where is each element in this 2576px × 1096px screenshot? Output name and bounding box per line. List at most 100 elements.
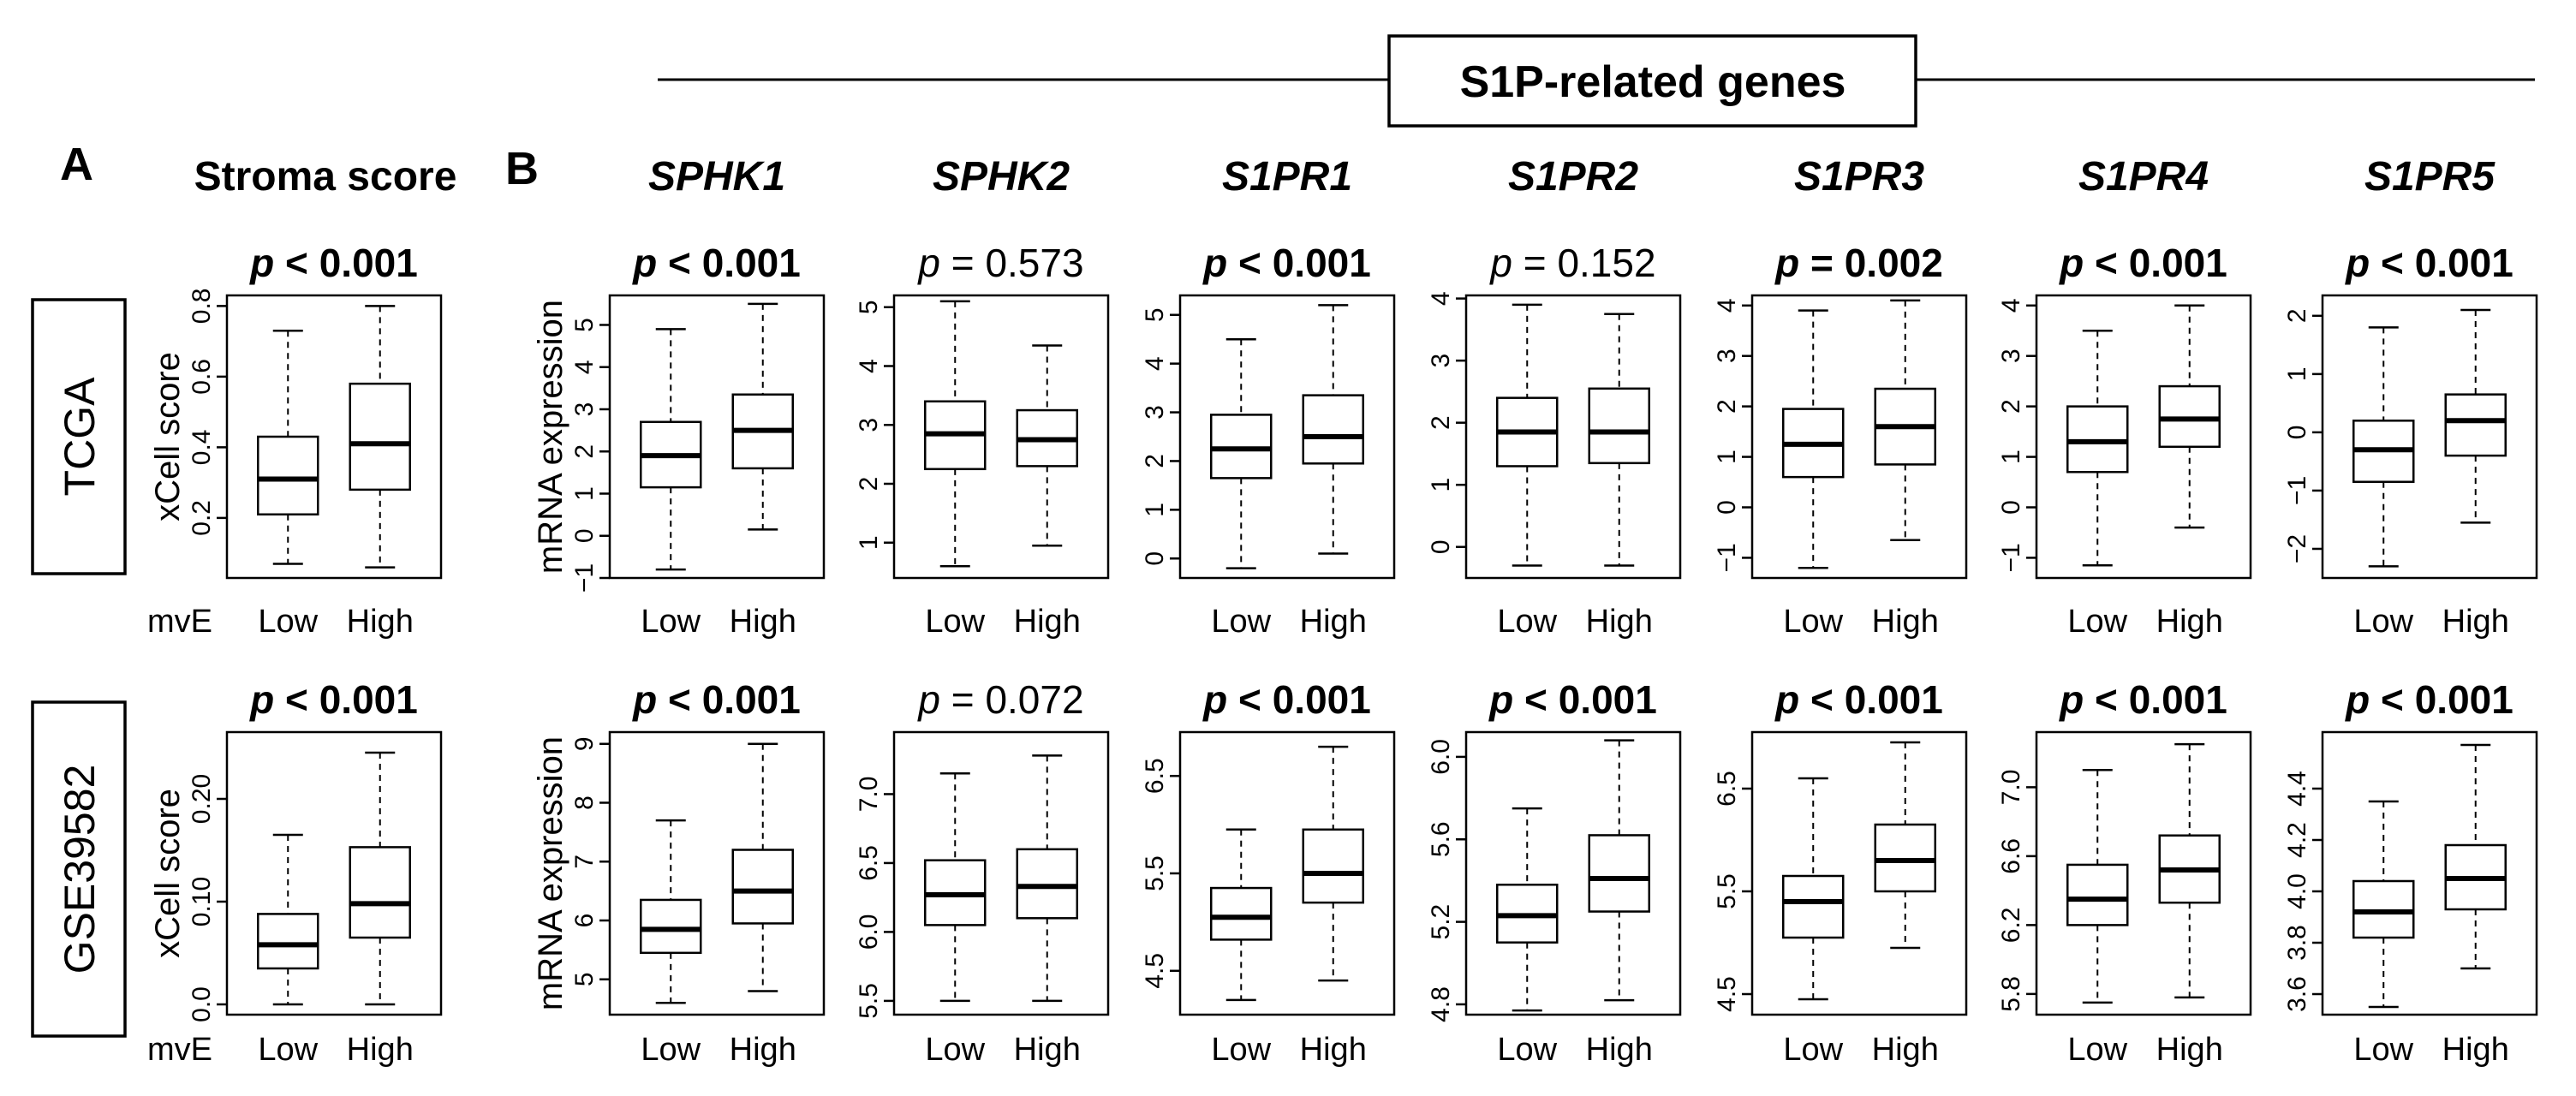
y-tick-label: 6.6	[1997, 838, 2025, 874]
y-tick-label: 0.8	[188, 289, 216, 325]
y-tick-label: 4	[570, 360, 599, 374]
box-high	[349, 751, 411, 1006]
y-tick-label: −1	[2283, 476, 2311, 505]
box-high	[2158, 304, 2221, 529]
y-tick-label: 1	[570, 486, 599, 501]
category-label: High	[1014, 1032, 1081, 1068]
category-label: Low	[258, 604, 318, 640]
plot-frame	[1464, 294, 1682, 580]
boxplot-panel: p = 0.072 5.5 6.0 6.5 7.0 Low High	[855, 677, 1110, 1068]
box-low	[640, 328, 702, 571]
box-high	[349, 305, 411, 569]
box-high	[1302, 745, 1364, 982]
p-value-label: p < 0.001	[631, 677, 801, 722]
gene-title: SPHK1	[648, 154, 785, 200]
boxplot-panel: p < 0.001 3.6 3.8 4.0 4.2 4.4 Low High	[2283, 677, 2538, 1068]
iqr-box	[349, 846, 411, 939]
y-tick-label: 3	[1997, 348, 2025, 363]
category-label: Low	[641, 604, 701, 640]
y-tick-label: 7.0	[1997, 770, 2025, 806]
p-value-label: p < 0.001	[2058, 241, 2227, 285]
category-label: High	[730, 604, 796, 640]
y-tick-label: 6.5	[1713, 771, 1741, 807]
category-label: High	[1872, 604, 1939, 640]
category-label: High	[2442, 604, 2509, 640]
y-tick-label: 0.0	[188, 986, 216, 1022]
box-high	[731, 302, 794, 531]
iqr-box	[2444, 393, 2507, 457]
y-tick-label: 4	[1713, 298, 1741, 313]
category-label: High	[1300, 1032, 1367, 1068]
boxplot-panel: p < 0.001 4.8 5.2 5.6 6.0 Low High	[1427, 677, 1682, 1068]
y-tick-label: 0.2	[188, 500, 216, 536]
y-tick-label: 5	[1141, 307, 1169, 322]
y-axis-label: mRNA expression	[532, 736, 569, 1010]
box-high	[2444, 743, 2507, 970]
y-tick-label: 5	[570, 318, 599, 332]
category-label: Low	[2067, 604, 2127, 640]
y-tick-label: 3	[1141, 405, 1169, 420]
category-label: Low	[258, 1032, 318, 1068]
y-tick-label: 4.0	[2283, 873, 2311, 909]
iqr-box	[257, 913, 319, 970]
category-label: Low	[1497, 1032, 1557, 1068]
box-low	[1210, 828, 1273, 1002]
y-tick-label: 5	[855, 300, 883, 314]
y-tick-label: 4.5	[1713, 976, 1741, 1012]
plot-frame	[2035, 730, 2252, 1016]
box-high	[1874, 741, 1936, 950]
iqr-box	[1302, 828, 1364, 904]
box-low	[2352, 326, 2415, 568]
gene-title: S1PR3	[1794, 154, 1924, 200]
row-label-gse: GSE39582	[56, 765, 104, 974]
p-value-label: p < 0.001	[1774, 677, 1943, 722]
plot-frame	[2035, 294, 2252, 580]
box-high	[1016, 754, 1078, 1003]
y-tick-label: 1	[1141, 503, 1169, 517]
p-value-label: p < 0.001	[1488, 677, 1657, 722]
p-value-label: p = 0.152	[1488, 241, 1655, 285]
y-tick-label: 6.2	[1997, 908, 2025, 944]
y-tick-label: 1	[2283, 367, 2311, 382]
p-value-label: p < 0.001	[1202, 241, 1371, 285]
boxplot-panel: p < 0.001 5.8 6.2 6.6 7.0 Low High	[1997, 677, 2252, 1068]
y-tick-label: 3.6	[2283, 976, 2311, 1012]
iqr-box	[640, 898, 702, 955]
box-low	[257, 833, 319, 1006]
y-tick-label: 1	[855, 535, 883, 550]
box-high	[731, 742, 794, 992]
plot-frame	[1750, 294, 1968, 580]
category-label: High	[2156, 604, 2223, 640]
y-tick-label: −1	[570, 563, 599, 593]
y-tick-label: 6.0	[1427, 739, 1455, 775]
y-tick-label: 2	[1713, 399, 1741, 414]
y-tick-label: 2	[1997, 399, 2025, 414]
iqr-box	[1302, 394, 1364, 465]
p-value-label: p < 0.001	[2344, 241, 2513, 285]
y-tick-label: 1	[1713, 450, 1741, 464]
boxplot-panel: S1PR3 p = 0.002 −1 0 1 2 3 4 Low High	[1713, 154, 1968, 640]
box-low	[257, 330, 319, 565]
plot-frame	[2321, 730, 2538, 1016]
iqr-box	[257, 435, 319, 515]
category-label: Low	[1783, 604, 1843, 640]
y-axis-label: mRNA expression	[532, 300, 569, 574]
y-tick-label: 4	[1141, 356, 1169, 371]
category-label: Low	[1783, 1032, 1843, 1068]
category-label: High	[2156, 1032, 2223, 1068]
y-tick-label: 0	[2283, 426, 2311, 440]
y-tick-label: −1	[1713, 543, 1741, 572]
y-tick-label: 0.10	[188, 877, 216, 926]
box-high	[1874, 299, 1936, 542]
y-tick-label: 0.6	[188, 359, 216, 395]
mve-label-bottom: mvE	[147, 1032, 212, 1068]
gene-title: S1PR4	[2078, 154, 2209, 200]
y-tick-label: 0	[1713, 500, 1741, 515]
panel-a-label: A	[60, 139, 93, 190]
y-tick-label: 7.0	[855, 777, 883, 813]
iqr-box	[731, 849, 794, 925]
